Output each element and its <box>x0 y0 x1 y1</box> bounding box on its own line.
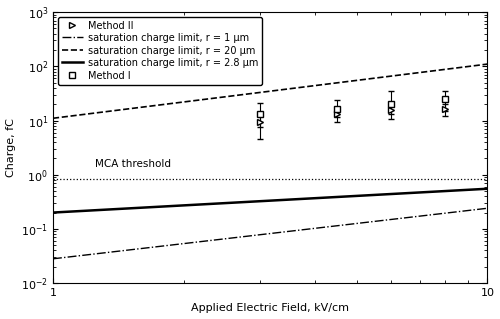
X-axis label: Applied Electric Field, kV/cm: Applied Electric Field, kV/cm <box>191 303 349 314</box>
Text: MCA threshold: MCA threshold <box>95 159 171 169</box>
Y-axis label: Charge, fC: Charge, fC <box>6 118 16 177</box>
Legend: Method II, saturation charge limit, r = 1 μm, saturation charge limit, r = 20 μm: Method II, saturation charge limit, r = … <box>58 17 262 85</box>
